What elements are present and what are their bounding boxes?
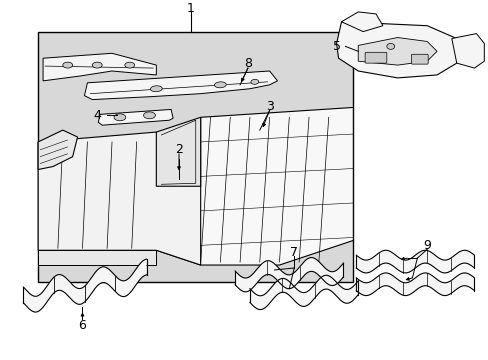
Polygon shape	[451, 33, 483, 68]
Polygon shape	[38, 32, 353, 282]
FancyBboxPatch shape	[365, 52, 386, 63]
Ellipse shape	[214, 82, 226, 88]
Text: 7: 7	[290, 246, 298, 259]
Text: 3: 3	[265, 100, 273, 113]
Polygon shape	[38, 130, 78, 170]
Text: 1: 1	[186, 3, 194, 15]
Polygon shape	[358, 37, 436, 65]
Ellipse shape	[386, 44, 394, 49]
Text: 6: 6	[79, 319, 86, 332]
Polygon shape	[38, 132, 200, 265]
Polygon shape	[336, 22, 456, 78]
Polygon shape	[23, 259, 146, 312]
Polygon shape	[43, 53, 156, 81]
Polygon shape	[356, 250, 473, 273]
Text: 5: 5	[332, 40, 340, 53]
Ellipse shape	[62, 62, 73, 68]
Ellipse shape	[124, 62, 134, 68]
Text: 8: 8	[244, 57, 251, 69]
Polygon shape	[84, 71, 277, 100]
Ellipse shape	[250, 80, 258, 84]
Text: 2: 2	[175, 143, 183, 156]
Polygon shape	[156, 117, 200, 186]
Ellipse shape	[114, 114, 125, 121]
Ellipse shape	[150, 86, 162, 92]
Text: 4: 4	[93, 109, 101, 122]
Polygon shape	[156, 107, 353, 265]
Polygon shape	[249, 275, 358, 310]
Text: 9: 9	[423, 239, 430, 252]
Polygon shape	[235, 257, 343, 292]
Polygon shape	[341, 12, 382, 32]
FancyBboxPatch shape	[410, 54, 427, 64]
Polygon shape	[38, 250, 156, 265]
Polygon shape	[98, 109, 173, 125]
Ellipse shape	[92, 62, 102, 68]
Ellipse shape	[143, 112, 155, 119]
Polygon shape	[356, 273, 473, 296]
